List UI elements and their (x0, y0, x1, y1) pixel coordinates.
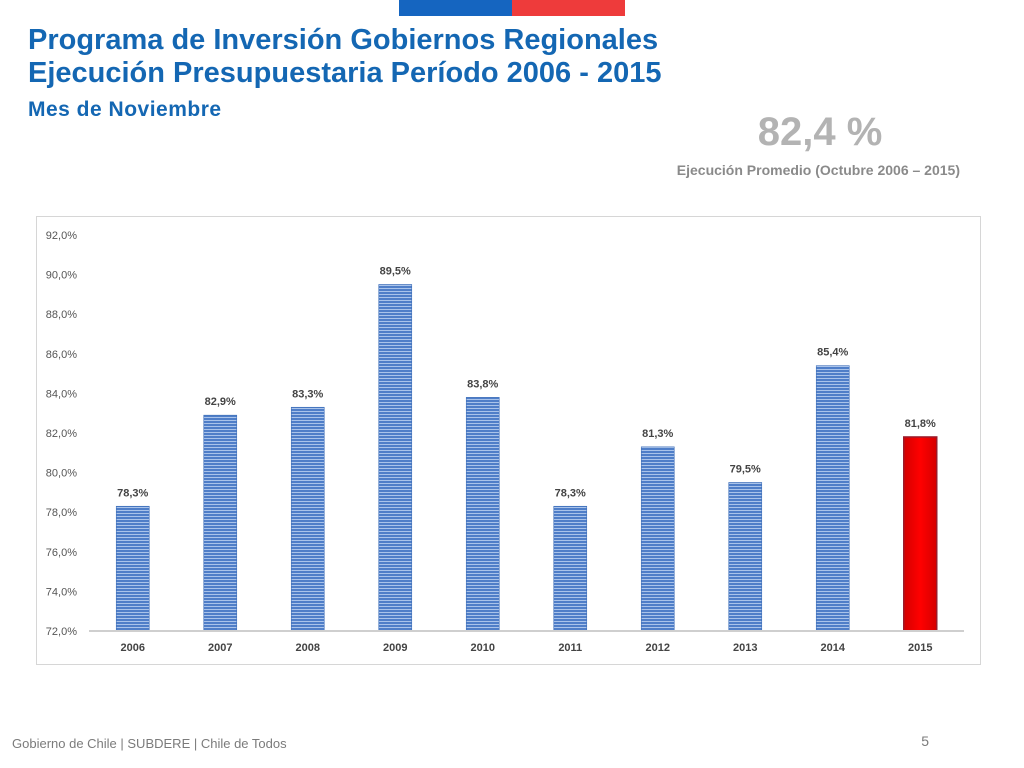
page-subtitle: Mes de Noviembre (28, 98, 222, 121)
x-tick-label: 2013 (733, 642, 757, 654)
bar-chart: 72,0% 74,0% 76,0% 78,0% 80,0% 82,0% 84,0% 86,0%… (46, 230, 964, 654)
page-title: Programa de Inversión Gobiernos Regional… (28, 24, 661, 90)
x-tick-label: 2009 (383, 642, 407, 654)
data-label: 83,3% (292, 388, 323, 400)
x-tick-label: 2011 (558, 642, 582, 654)
y-tick-label: 78,0% (46, 507, 77, 519)
flag-red-stripe (512, 0, 625, 16)
data-label: 78,3% (117, 487, 148, 499)
data-label: 81,3% (642, 428, 673, 440)
bar-2010 (465, 397, 500, 632)
bar-2009 (378, 284, 413, 632)
y-tick-label: 82,0% (46, 428, 77, 440)
title-line-1: Programa de Inversión Gobiernos Regional… (28, 24, 659, 56)
average-label: Ejecución Promedio (Octubre 2006 – 2015) (676, 162, 960, 178)
data-label: 85,4% (817, 347, 848, 359)
bar-2006 (115, 505, 150, 632)
bar-2011 (553, 505, 588, 632)
bars: 78,3% 82,9% 83,3% 89,5% 83,8% 78,3% 81,3% 79,5%… (115, 266, 938, 632)
bar-2008 (290, 406, 325, 632)
data-label: 79,5% (730, 464, 761, 476)
y-tick-label: 72,0% (46, 626, 77, 638)
y-tick-label: 92,0% (46, 230, 77, 242)
bar-2014 (815, 365, 850, 632)
y-tick-label: 86,0% (46, 349, 77, 361)
title-line-2: Ejecución Presupuestaria Período 2006 - … (28, 57, 662, 89)
x-tick-label: 2012 (646, 642, 670, 654)
x-tick-label: 2008 (296, 642, 320, 654)
y-tick-label: 84,0% (46, 388, 77, 400)
bar-2007 (203, 414, 238, 632)
data-label: 78,3% (555, 487, 586, 499)
bar-2015 (903, 436, 938, 632)
x-tick-label: 2010 (471, 642, 495, 654)
data-label: 89,5% (380, 266, 411, 278)
data-label: 83,8% (467, 378, 498, 390)
x-tick-label: 2007 (208, 642, 232, 654)
y-tick-label: 80,0% (46, 468, 77, 480)
y-tick-label: 88,0% (46, 309, 77, 321)
x-tick-label: 2014 (821, 642, 846, 654)
y-tick-label: 76,0% (46, 547, 77, 559)
flag-blue-stripe (399, 0, 512, 16)
chart-panel: 72,0% 74,0% 76,0% 78,0% 80,0% 82,0% 84,0% 86,0%… (36, 216, 981, 665)
page-number: 5 (921, 733, 929, 749)
y-tick-label: 74,0% (46, 586, 77, 598)
bar-2013 (728, 482, 763, 632)
x-tick-label: 2015 (908, 642, 932, 654)
y-tick-label: 90,0% (46, 270, 77, 282)
data-label: 82,9% (205, 396, 236, 408)
bar-2012 (640, 446, 675, 632)
x-axis: 2006 2007 2008 2009 2010 2011 2012 2013 2014 2015 (89, 630, 964, 654)
x-tick-label: 2006 (121, 642, 145, 654)
average-value: 82,4 % (757, 110, 883, 154)
footer-text: Gobierno de Chile | SUBDERE | Chile de T… (12, 736, 287, 751)
data-label: 81,8% (905, 418, 936, 430)
y-axis: 72,0% 74,0% 76,0% 78,0% 80,0% 82,0% 84,0% 86,0%… (46, 230, 77, 638)
